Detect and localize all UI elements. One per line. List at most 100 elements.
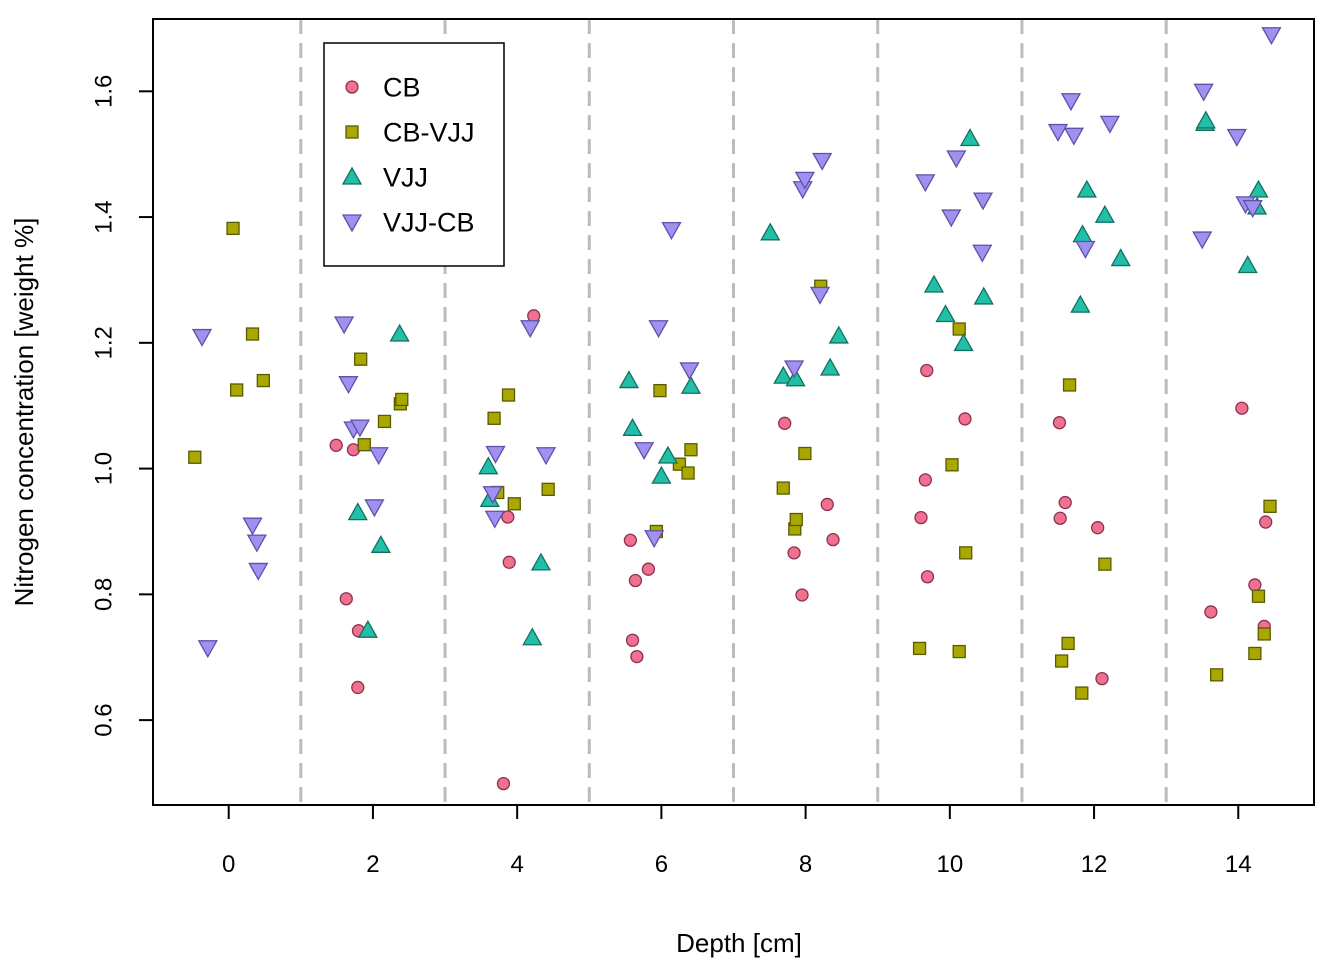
data-point-circle <box>1053 511 1067 525</box>
data-point-square <box>188 450 202 464</box>
data-point-triangle-up <box>760 222 781 241</box>
data-point-triangle-up <box>370 534 391 553</box>
data-point-triangle-down <box>1075 240 1096 259</box>
data-point-triangle-up <box>1195 110 1216 129</box>
data-point-circle <box>502 555 516 569</box>
data-point-circle <box>778 416 792 430</box>
data-point-triangle-down <box>338 376 359 395</box>
data-point-triangle-down <box>648 320 669 339</box>
data-point-triangle-down <box>661 221 682 240</box>
data-point-square <box>354 352 368 366</box>
data-point-triangle-down <box>972 192 994 211</box>
series-vjj-cb <box>191 27 1282 659</box>
data-point-triangle-down <box>633 442 655 461</box>
legend-label: CB <box>383 72 421 102</box>
y-tick-label: 0.8 <box>90 578 117 611</box>
data-point-triangle-up <box>953 333 974 352</box>
data-point-square <box>653 383 667 398</box>
data-point-triangle-down <box>349 419 371 438</box>
data-point-triangle-down <box>197 640 218 659</box>
data-point-square <box>1263 499 1277 513</box>
data-point-triangle-up <box>820 357 841 376</box>
data-point-triangle-up <box>785 368 806 387</box>
data-point-square <box>952 644 966 659</box>
data-point-circle <box>496 776 511 791</box>
data-point-triangle-up <box>618 370 640 389</box>
data-point-triangle-down <box>1099 115 1121 134</box>
x-axis-label: Depth [cm] <box>676 928 802 958</box>
x-tick-label: 10 <box>936 851 963 878</box>
x-tick-label: 14 <box>1225 851 1252 878</box>
data-point-circle <box>920 363 934 378</box>
data-point-triangle-down <box>679 362 700 381</box>
data-point-square <box>1209 668 1224 682</box>
y-axis-label: Nitrogen concentration [weight %] <box>9 218 39 607</box>
data-point-square <box>1257 627 1271 641</box>
data-point-triangle-up <box>1237 255 1258 274</box>
data-point-triangle-down <box>485 445 506 464</box>
legend-marker-triangle-up <box>341 166 363 185</box>
legend-marker-circle <box>345 80 359 94</box>
legend-label: VJJ-CB <box>383 207 475 237</box>
data-point-circle <box>625 633 640 647</box>
data-point-triangle-down <box>484 510 505 529</box>
data-point-square <box>789 512 803 527</box>
data-point-square <box>1248 646 1262 661</box>
data-point-triangle-up <box>347 502 368 521</box>
data-point-triangle-down <box>368 447 389 466</box>
data-point-triangle-up <box>1076 179 1097 198</box>
data-point-triangle-down <box>246 534 267 553</box>
x-tick-label: 2 <box>366 851 379 878</box>
x-tick-label: 6 <box>655 851 668 878</box>
data-point-circle <box>826 532 840 547</box>
data-point-triangle-up <box>1248 179 1269 198</box>
data-point-circle <box>958 412 972 426</box>
data-point-square <box>776 481 790 495</box>
y-tick-label: 1.0 <box>90 452 117 485</box>
data-point-triangle-down <box>915 174 936 193</box>
data-point-triangle-down <box>191 328 213 347</box>
data-point-triangle-down <box>1261 27 1282 46</box>
legend: CB CB-VJJ VJJ VJJ-CB <box>323 42 505 267</box>
data-point-triangle-up <box>1094 204 1115 223</box>
data-point-circle <box>1095 671 1109 686</box>
data-point-circle <box>641 562 656 576</box>
data-point-circle <box>630 649 644 664</box>
data-point-triangle-down <box>1226 128 1247 147</box>
data-point-circle <box>1248 578 1262 592</box>
data-point-triangle-down <box>1063 127 1084 146</box>
data-point-triangle-up <box>389 323 410 342</box>
data-point-triangle-down <box>1242 199 1263 218</box>
data-point-square <box>507 497 521 511</box>
data-point-triangle-down <box>794 171 816 190</box>
data-point-square <box>1062 378 1077 392</box>
data-point-circle <box>914 510 928 525</box>
data-point-triangle-down <box>946 150 967 169</box>
data-point-triangle-down <box>248 562 269 581</box>
data-point-triangle-down <box>482 486 503 505</box>
y-tick-label: 1.6 <box>90 75 117 108</box>
y-tick-label: 0.6 <box>90 703 117 736</box>
data-point-circle <box>1058 495 1072 510</box>
series-cb <box>329 309 1273 791</box>
data-point-triangle-down <box>941 209 962 228</box>
data-point-square <box>1075 686 1089 700</box>
data-point-triangle-down <box>809 286 831 305</box>
data-point-circle <box>501 510 515 524</box>
data-point-square <box>684 443 698 457</box>
data-point-triangle-down <box>644 530 665 549</box>
data-point-square <box>501 388 516 402</box>
y-axis: 0.6 0.8 1.0 1.2 1.4 1.6 <box>90 75 154 737</box>
data-point-triangle-down <box>364 499 385 518</box>
data-point-triangle-down <box>1060 93 1082 112</box>
data-point-triangle-up <box>651 465 672 484</box>
x-axis: 0 2 4 6 8 10 12 14 <box>222 804 1252 878</box>
data-point-triangle-down <box>1192 231 1213 250</box>
data-point-square <box>681 466 695 480</box>
data-point-circle <box>820 497 834 512</box>
data-point-triangle-down <box>812 152 833 171</box>
series-cb-vjj <box>188 221 1277 700</box>
data-point-square <box>245 327 260 341</box>
data-point-square <box>229 383 244 397</box>
